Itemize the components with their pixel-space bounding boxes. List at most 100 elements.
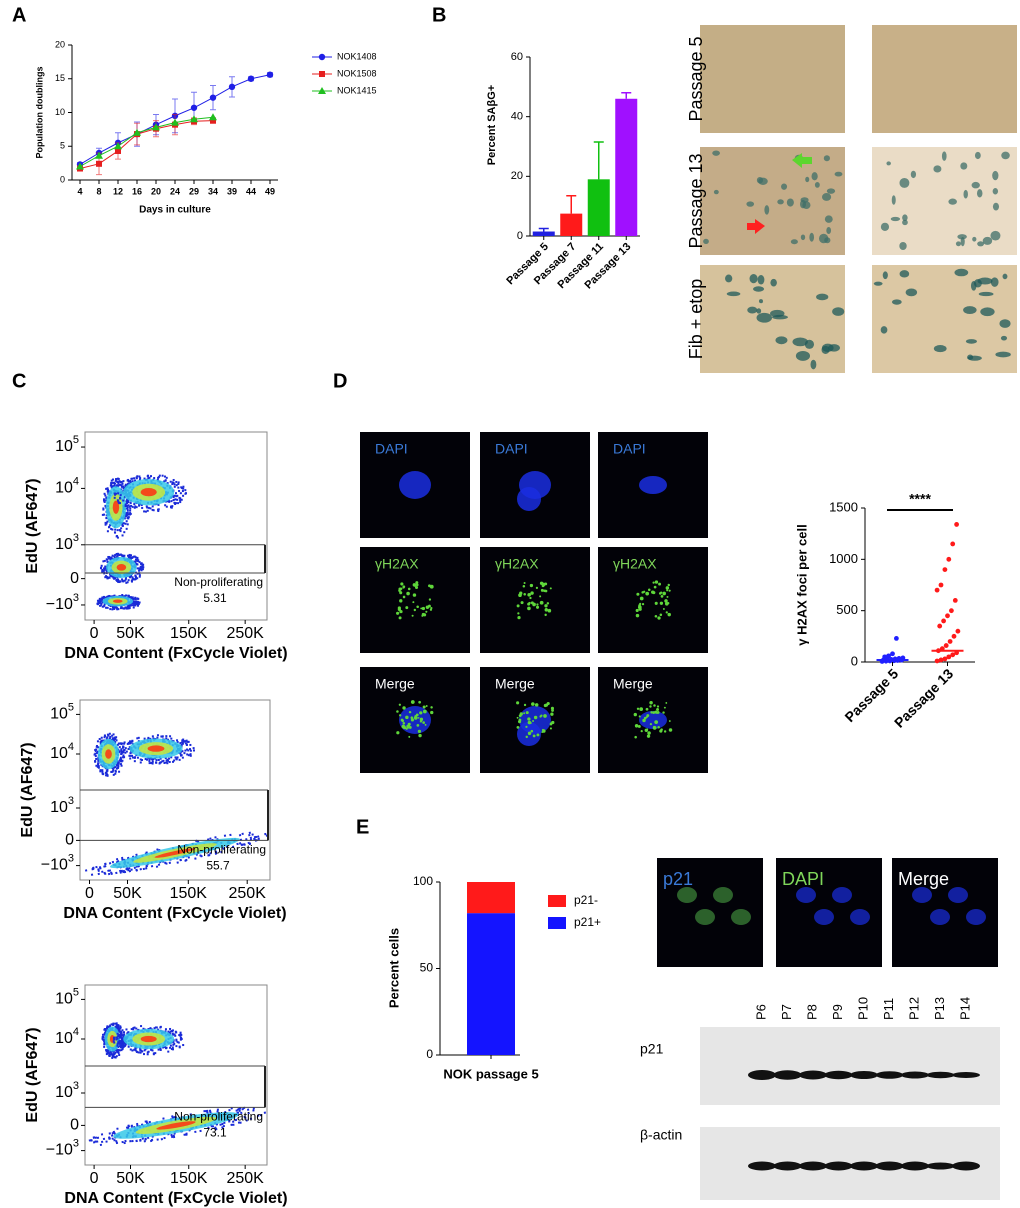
event bbox=[103, 603, 106, 606]
event bbox=[131, 740, 134, 743]
event bbox=[189, 748, 192, 751]
event bbox=[116, 529, 119, 532]
event bbox=[169, 1046, 172, 1049]
focus bbox=[656, 710, 660, 714]
lane-label: P14 bbox=[957, 997, 972, 1020]
event bbox=[124, 522, 127, 525]
event bbox=[123, 531, 126, 534]
event bbox=[104, 494, 107, 497]
y-axis-label: Population doublings bbox=[34, 67, 44, 159]
event bbox=[126, 742, 129, 745]
event bbox=[104, 1030, 107, 1033]
focus bbox=[430, 710, 434, 715]
tick-exp: 5 bbox=[68, 701, 74, 713]
event bbox=[112, 606, 115, 609]
event bbox=[144, 1138, 147, 1141]
focus bbox=[658, 582, 661, 586]
event bbox=[122, 607, 125, 610]
event bbox=[126, 581, 129, 584]
focus bbox=[539, 595, 542, 598]
event bbox=[144, 1120, 147, 1123]
event bbox=[97, 600, 100, 603]
cell bbox=[966, 909, 986, 925]
y-tick-label: −103 bbox=[41, 853, 74, 874]
event bbox=[102, 1033, 105, 1036]
event bbox=[144, 758, 147, 761]
event bbox=[98, 738, 101, 741]
event bbox=[146, 1053, 149, 1056]
event bbox=[108, 732, 111, 735]
event bbox=[177, 483, 180, 486]
event bbox=[104, 1029, 107, 1032]
event bbox=[99, 867, 102, 870]
event bbox=[125, 500, 128, 503]
lane-label: P10 bbox=[855, 997, 870, 1020]
event bbox=[231, 845, 235, 849]
event bbox=[129, 481, 132, 484]
event bbox=[192, 749, 195, 752]
event bbox=[181, 742, 184, 745]
focus bbox=[527, 606, 531, 611]
density bbox=[140, 1035, 157, 1043]
focus bbox=[532, 720, 535, 722]
event bbox=[163, 475, 166, 478]
event bbox=[107, 869, 110, 872]
event bbox=[174, 492, 177, 495]
event bbox=[136, 567, 139, 570]
event bbox=[189, 743, 192, 746]
event bbox=[209, 1110, 212, 1114]
band bbox=[926, 1162, 955, 1170]
stained-cell bbox=[818, 233, 829, 244]
event bbox=[116, 1037, 119, 1040]
event bbox=[169, 1027, 172, 1030]
focus bbox=[639, 596, 644, 601]
event bbox=[119, 869, 122, 873]
event bbox=[113, 556, 116, 559]
event bbox=[115, 1025, 118, 1028]
event bbox=[100, 1133, 104, 1136]
event bbox=[102, 508, 105, 511]
event bbox=[164, 479, 167, 482]
focus bbox=[659, 613, 663, 617]
focus bbox=[412, 593, 417, 597]
stained-cell bbox=[821, 193, 832, 201]
event bbox=[127, 596, 130, 599]
panel-label: A bbox=[12, 4, 26, 26]
event bbox=[171, 1029, 174, 1032]
event bbox=[199, 1129, 202, 1133]
series-line bbox=[79, 116, 214, 167]
event bbox=[125, 606, 128, 609]
stained-cell bbox=[902, 219, 908, 226]
lane-label: P12 bbox=[906, 997, 921, 1020]
stained-cell bbox=[963, 189, 968, 199]
focus bbox=[407, 725, 410, 729]
event bbox=[103, 1033, 106, 1036]
y-tick-label: 0 bbox=[70, 570, 79, 587]
event bbox=[160, 1138, 164, 1141]
event bbox=[133, 560, 136, 563]
marker bbox=[95, 151, 103, 159]
channel-label: γH2AX bbox=[495, 556, 539, 572]
event bbox=[117, 484, 120, 487]
stained-cell bbox=[810, 359, 817, 370]
event bbox=[249, 836, 253, 840]
event bbox=[115, 1141, 119, 1145]
point bbox=[937, 623, 943, 629]
focus bbox=[396, 710, 399, 713]
event bbox=[137, 1051, 140, 1054]
density bbox=[140, 488, 157, 497]
event bbox=[101, 570, 104, 573]
event bbox=[122, 1042, 125, 1045]
event bbox=[112, 733, 115, 736]
focus bbox=[414, 585, 419, 590]
point bbox=[942, 567, 948, 572]
event bbox=[209, 852, 212, 855]
focus bbox=[421, 606, 426, 611]
focus bbox=[667, 612, 671, 617]
event bbox=[103, 1042, 106, 1045]
event bbox=[180, 743, 183, 746]
stained-cell bbox=[880, 326, 888, 334]
event bbox=[136, 475, 139, 478]
event bbox=[106, 769, 109, 772]
channel-label: DAPI bbox=[782, 869, 824, 889]
